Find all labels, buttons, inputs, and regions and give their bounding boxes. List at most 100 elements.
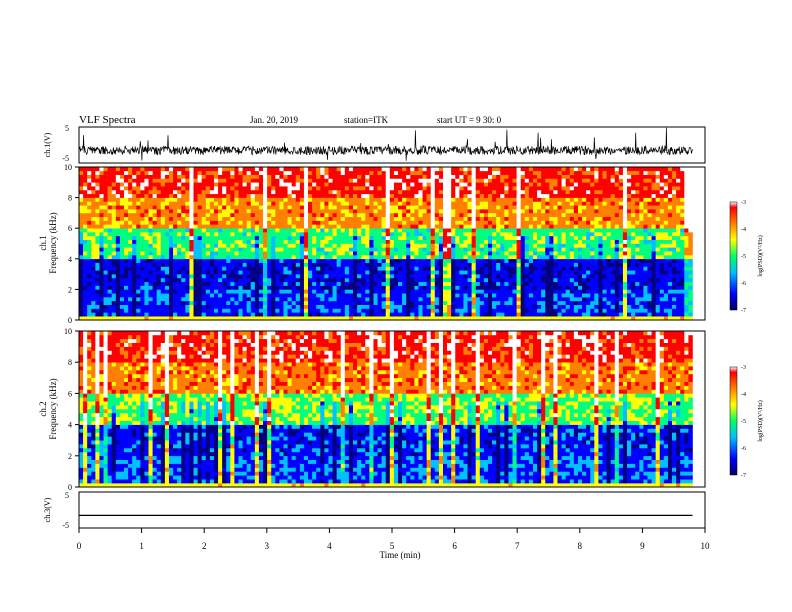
spectrogram-cell (312, 189, 317, 195)
spectrogram-cell (357, 178, 362, 183)
spectrogram-cell (95, 235, 100, 240)
spectrogram-cell (201, 205, 207, 210)
spectrogram-cell (332, 201, 337, 206)
spectrogram-cell (103, 289, 108, 294)
spectrogram-cell (177, 232, 182, 237)
spectrogram-cell (226, 239, 231, 244)
spectrogram-cell (185, 304, 190, 309)
spectrogram-cell (222, 186, 227, 191)
spectrogram-cell (471, 193, 477, 198)
spectrogram-cell (267, 178, 272, 183)
spectrogram-cell (91, 270, 96, 275)
spectrogram-cell (99, 281, 104, 286)
spectrogram-cell (226, 262, 231, 267)
spectrogram-cell (164, 254, 170, 260)
spectrogram-cell (238, 167, 243, 172)
spectrogram-cell (455, 228, 460, 233)
spectrogram-cell (267, 212, 272, 218)
spectrogram-cell (242, 304, 247, 309)
spectrogram-cell (189, 243, 194, 248)
spectrogram-cell (483, 224, 489, 229)
spectrogram-cell (209, 174, 215, 179)
spectrogram-cell (573, 277, 579, 283)
spectrogram-cell (99, 312, 104, 317)
spectrogram-cell (385, 201, 391, 206)
spectrogram-cell (144, 297, 149, 302)
spectrogram-cell (332, 316, 337, 321)
spectrogram-cell (516, 212, 522, 218)
spectrogram-cell (83, 193, 88, 198)
spectrogram-cell (528, 239, 534, 244)
spectrogram-cell (283, 262, 288, 267)
spectrogram-cell (545, 178, 550, 183)
spectrogram-cell (414, 274, 419, 279)
spectrogram-cell (492, 186, 497, 191)
spectrogram-cell (520, 201, 526, 206)
spectrogram-cell (426, 212, 432, 218)
spectrogram-cell (91, 285, 96, 290)
spectrogram-cell (516, 186, 522, 191)
spectrogram-cell (230, 167, 235, 172)
spectrogram-cell (164, 274, 170, 279)
spectrogram-cell (144, 262, 149, 267)
spectrogram-cell (422, 174, 427, 179)
spectrogram-cell (475, 243, 481, 248)
spectrogram-cell (537, 189, 542, 195)
spectrogram-cell (512, 277, 517, 283)
spectrogram-cell (545, 193, 550, 198)
spectrogram-cell (99, 235, 104, 240)
spectrogram-cell (144, 174, 149, 179)
spectrogram-cell (545, 170, 550, 175)
spectrogram-cell (275, 254, 280, 260)
spectrogram-cell (340, 308, 346, 313)
spectrogram-cell (320, 308, 325, 313)
spectrogram-cell (254, 266, 260, 271)
spectrogram-cell (316, 254, 321, 260)
spectrogram-cell (193, 167, 198, 172)
spectrogram-cell (299, 243, 305, 248)
spectrogram-cell (365, 209, 370, 214)
spectrogram-cell (303, 247, 309, 252)
spectrogram-cell (234, 189, 239, 195)
spectrogram-cell (328, 239, 333, 244)
spectrogram-cell (267, 254, 272, 260)
spectrogram-cell (512, 212, 517, 218)
spectrogram-cell (250, 262, 256, 267)
spectrogram-cell (381, 262, 387, 267)
spectrogram-cell (438, 182, 444, 187)
spectrogram-cell (189, 300, 194, 306)
spectrogram-cell (156, 167, 162, 172)
spectrogram-cell (332, 174, 337, 179)
spectrogram-cell (197, 293, 202, 298)
spectrogram-cell (283, 178, 288, 183)
spectrogram-cell (336, 243, 342, 248)
spectrogram-cell (389, 189, 395, 195)
spectrogram-cell (119, 285, 125, 290)
spectrogram-cell (238, 189, 243, 195)
spectrogram-cell (316, 277, 321, 283)
spectrogram-cell (336, 224, 342, 229)
spectrogram-cell (467, 235, 472, 240)
spectrogram-cell (299, 262, 305, 267)
spectrogram-cell (471, 174, 477, 179)
spectrogram-cell (287, 289, 292, 294)
spectrogram-cell (312, 274, 317, 279)
spectrogram-cell (291, 189, 297, 195)
spectrogram-cell (426, 216, 432, 221)
spectrogram-cell (336, 201, 342, 206)
spectrogram-cell (193, 201, 198, 206)
spectrogram-cell (393, 293, 399, 298)
spectrogram-cell (389, 205, 395, 210)
spectrogram-cell (418, 170, 423, 175)
spectrogram-cell (385, 167, 391, 172)
spectrogram-cell (287, 209, 292, 214)
spectrogram-cell (414, 235, 419, 240)
spectrogram-cell (467, 297, 472, 302)
spectrogram-cell (181, 224, 186, 229)
spectrogram-cell (189, 297, 194, 302)
spectrogram-cell (414, 266, 419, 271)
spectrogram-cell (144, 308, 149, 313)
spectrogram-cell (443, 197, 448, 202)
spectrogram-cell (164, 304, 170, 309)
spectrogram-cell (283, 297, 288, 302)
